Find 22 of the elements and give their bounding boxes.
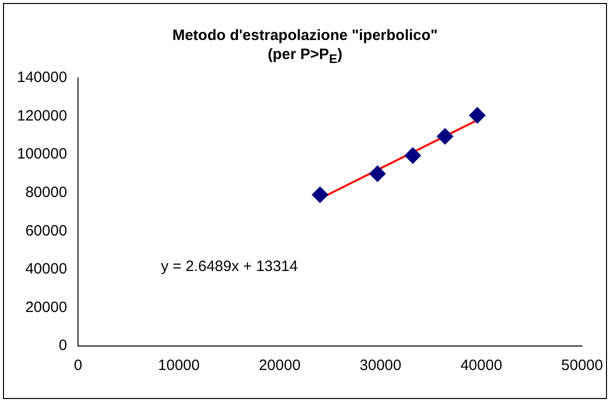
point <box>369 166 386 182</box>
y-tick-label: 100000 <box>16 146 68 163</box>
x-tick-label: 30000 <box>360 357 402 374</box>
text: Metodo d'estrapolazione "iperbolico" <box>172 27 438 44</box>
y-tick-label: 140000 <box>16 69 68 86</box>
x-tick-label: 20000 <box>258 357 301 374</box>
x-tick-label: 40000 <box>460 357 502 374</box>
y-tick-label: 60000 <box>25 222 68 240</box>
x-tick-label: 0 <box>74 357 82 374</box>
y-tick-label: 40000 <box>25 260 68 278</box>
annotation: y = 2.6489x + 13314 <box>161 258 298 275</box>
point <box>404 148 421 164</box>
point <box>469 107 486 124</box>
y-tick-label: 20000 <box>25 298 68 316</box>
point <box>437 128 454 144</box>
text: (per P>P$_{E}$) <box>268 46 342 66</box>
x-tick-label: 50000 <box>561 357 604 374</box>
x-tick-label: 10000 <box>158 357 200 374</box>
y-tick-label: 0 <box>58 337 68 354</box>
y-tick-label: 120000 <box>16 107 68 124</box>
y-tick-label: 80000 <box>25 184 68 201</box>
point <box>312 186 328 203</box>
